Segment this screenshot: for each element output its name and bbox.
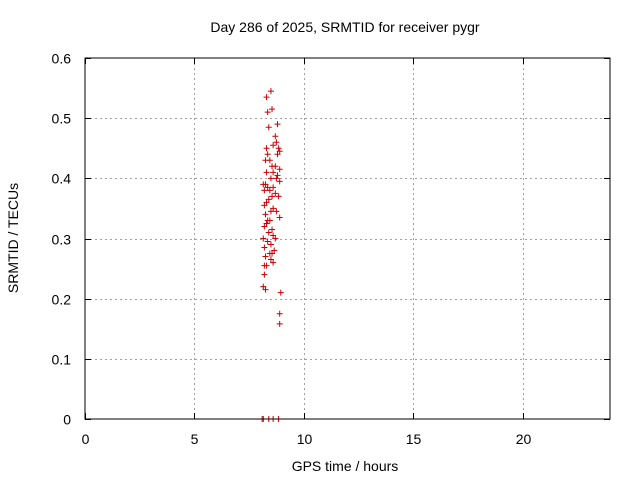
data-point — [264, 217, 271, 224]
data-point — [276, 178, 283, 185]
data-points — [259, 88, 284, 422]
data-point — [272, 235, 279, 242]
data-point — [270, 259, 277, 266]
x-tick-label: 5 — [191, 431, 199, 447]
data-point — [273, 139, 280, 146]
data-point — [262, 253, 269, 260]
data-point — [261, 271, 268, 278]
data-point — [269, 250, 276, 257]
y-tick-label: 0.5 — [52, 111, 72, 127]
data-point — [264, 184, 271, 191]
data-point — [277, 289, 284, 296]
data-point — [272, 133, 279, 140]
data-point — [275, 193, 282, 200]
y-tick-label: 0.2 — [52, 292, 72, 308]
data-point — [270, 142, 277, 149]
y-tick-label: 0.6 — [52, 51, 72, 67]
data-point — [276, 310, 283, 317]
data-point — [262, 181, 269, 188]
data-point — [263, 169, 270, 176]
data-point — [267, 88, 274, 95]
data-point — [276, 214, 283, 221]
data-point — [261, 187, 268, 194]
data-point — [265, 124, 272, 131]
data-point — [270, 169, 277, 176]
data-point — [275, 145, 282, 152]
data-point — [261, 202, 268, 209]
y-axis-label: SRMTID / TECUs — [5, 183, 21, 293]
axis-ticks: 0 0.1 0.2 0.3 0.4 0.5 0.6 0 5 10 15 20 — [52, 51, 610, 447]
data-point — [267, 175, 274, 182]
data-point — [267, 208, 274, 215]
y-tick-label: 0.3 — [52, 232, 72, 248]
grid-lines — [85, 58, 610, 419]
data-point — [274, 121, 281, 128]
chart-title: Day 286 of 2025, SRMTID for receiver pyg… — [210, 19, 480, 35]
data-point — [264, 151, 271, 158]
data-point — [276, 148, 283, 155]
data-point — [264, 238, 271, 245]
data-point — [270, 232, 277, 239]
data-point — [269, 226, 276, 233]
plot-frame — [84, 57, 611, 420]
data-point — [265, 229, 272, 236]
x-tick-label: 20 — [516, 431, 532, 447]
data-point — [271, 247, 278, 254]
data-point — [263, 220, 270, 227]
data-point — [262, 157, 269, 164]
data-point — [263, 262, 270, 269]
data-point — [260, 235, 267, 242]
data-point — [272, 190, 279, 197]
x-tick-label: 0 — [82, 431, 90, 447]
y-tick-label: 0 — [63, 412, 71, 428]
data-point — [265, 196, 272, 203]
data-point — [260, 283, 267, 290]
data-point — [273, 175, 280, 182]
data-point — [276, 320, 283, 327]
x-axis-label: GPS time / hours — [292, 458, 399, 474]
x-tick-label: 10 — [297, 431, 313, 447]
data-point — [267, 256, 274, 263]
data-point — [270, 184, 277, 191]
data-point — [270, 205, 277, 212]
data-point — [269, 193, 276, 200]
data-point — [267, 241, 274, 248]
data-point — [262, 211, 269, 218]
data-point — [274, 172, 281, 179]
data-point — [264, 109, 271, 116]
data-point — [269, 163, 276, 170]
data-point — [261, 223, 268, 230]
y-tick-label: 0.1 — [52, 352, 72, 368]
data-point — [263, 145, 270, 152]
data-point — [263, 199, 270, 206]
data-point — [269, 106, 276, 113]
y-tick-label: 0.4 — [52, 171, 72, 187]
data-point — [263, 94, 270, 101]
data-point — [276, 166, 283, 173]
data-point — [261, 244, 268, 251]
x-tick-label: 15 — [406, 431, 422, 447]
data-point — [273, 208, 280, 215]
data-point — [266, 187, 273, 194]
data-point — [262, 286, 269, 293]
data-point — [274, 151, 281, 158]
